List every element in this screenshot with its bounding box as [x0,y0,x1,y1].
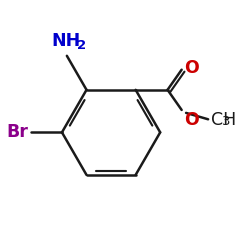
Text: 2: 2 [77,39,86,52]
Text: Br: Br [6,123,28,141]
Text: O: O [184,111,199,129]
Text: CH: CH [210,111,236,129]
Text: NH: NH [51,32,80,50]
Text: O: O [184,60,199,78]
Text: 3: 3 [222,115,230,128]
